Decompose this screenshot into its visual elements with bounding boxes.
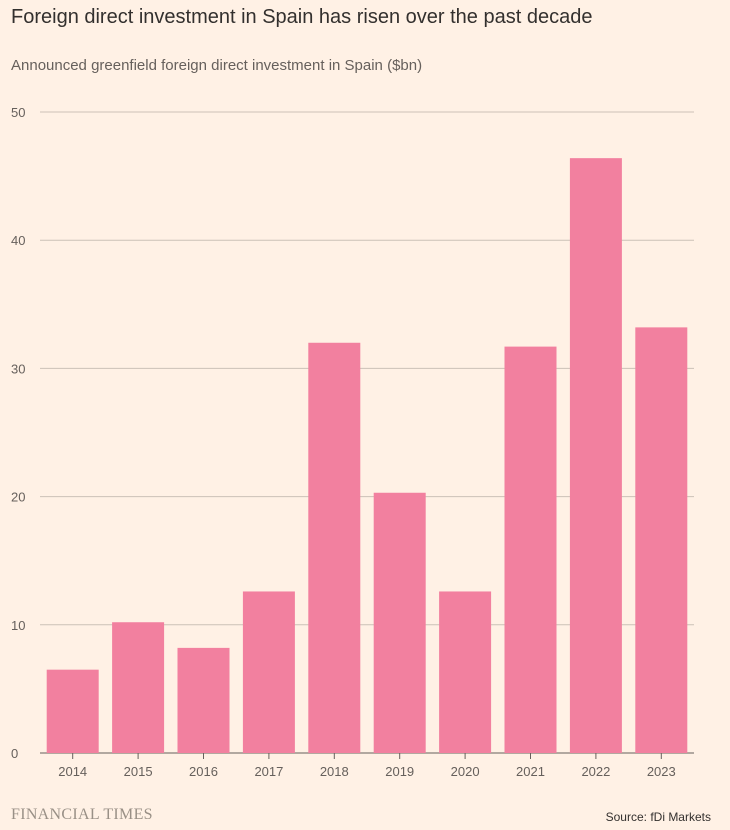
x-tick-label: 2018 xyxy=(320,764,349,779)
bar-2020 xyxy=(439,591,492,753)
x-tick-label: 2016 xyxy=(189,764,218,779)
x-axis-ticks: 2014 2015 2016 2017 2018 2019 2020 2021 2022 2023 xyxy=(58,753,676,779)
x-tick-label: 2021 xyxy=(516,764,545,779)
bar-2022 xyxy=(569,158,622,754)
x-tick-label: 2014 xyxy=(58,764,87,779)
y-tick-label: 50 xyxy=(11,105,25,120)
x-tick-label: 2022 xyxy=(581,764,610,779)
bars xyxy=(46,158,688,754)
source-note: Source: fDi Markets xyxy=(605,810,711,824)
y-tick-label: 30 xyxy=(11,361,25,376)
chart-title: Foreign direct investment in Spain has r… xyxy=(11,6,593,28)
x-tick-label: 2023 xyxy=(647,764,676,779)
bar-2021 xyxy=(504,346,557,753)
bar-chart: 0 10 20 30 40 50 2014 2015 2016 2017 2018 2019 2020… xyxy=(11,105,694,779)
x-tick-label: 2017 xyxy=(254,764,283,779)
bar-2023 xyxy=(635,327,688,753)
bar-2015 xyxy=(112,622,165,753)
x-tick-label: 2020 xyxy=(451,764,480,779)
x-tick-label: 2015 xyxy=(124,764,153,779)
ft-logo: FINANCIAL TIMES xyxy=(11,806,153,823)
y-tick-label: 20 xyxy=(11,490,25,505)
bar-2019 xyxy=(373,492,426,753)
y-tick-label: 10 xyxy=(11,618,25,633)
x-tick-label: 2019 xyxy=(385,764,414,779)
y-axis-ticks: 0 10 20 30 40 50 xyxy=(11,105,25,761)
chart-subtitle: Announced greenfield foreign direct inve… xyxy=(11,57,423,74)
bar-2018 xyxy=(308,342,361,753)
bar-2017 xyxy=(242,591,295,753)
y-tick-label: 0 xyxy=(11,746,18,761)
bar-2014 xyxy=(46,669,99,753)
bar-2016 xyxy=(177,647,230,753)
y-tick-label: 40 xyxy=(11,233,25,248)
